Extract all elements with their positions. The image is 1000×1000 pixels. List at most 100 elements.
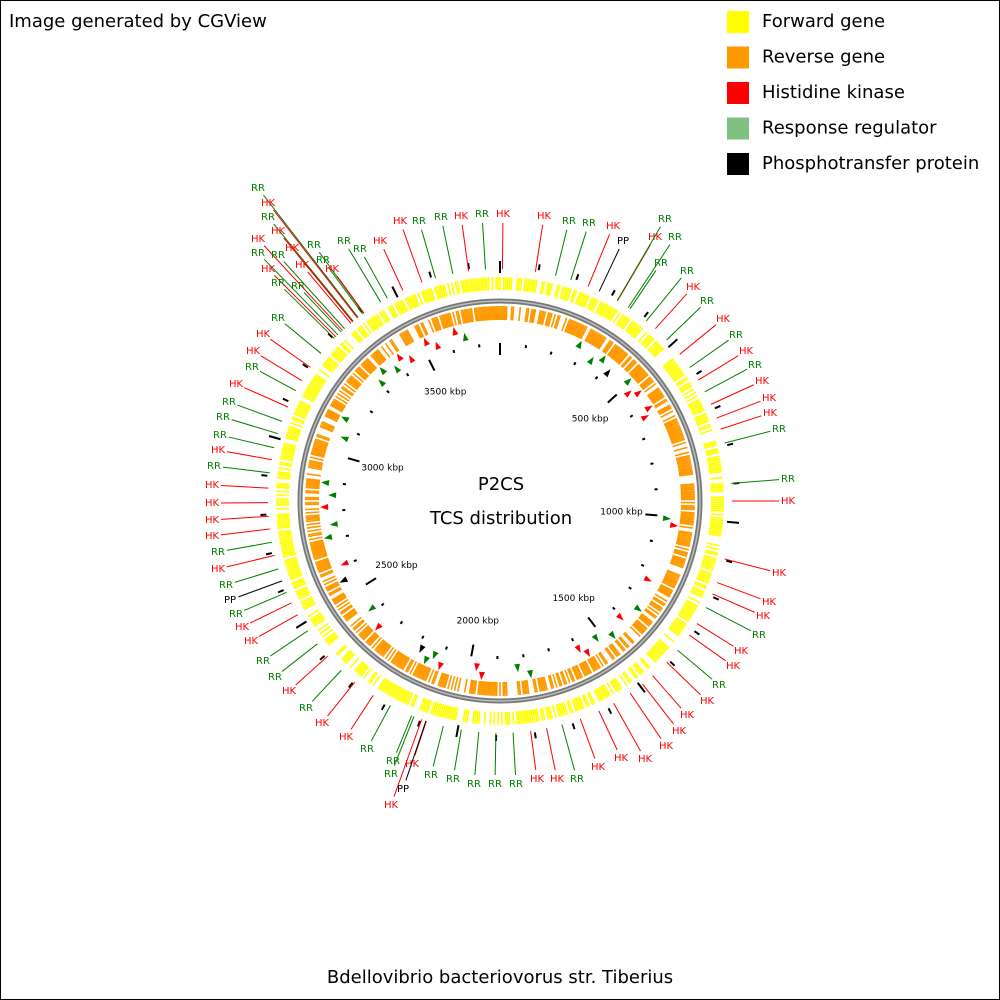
callout-line xyxy=(220,485,269,489)
callout-label: RR xyxy=(271,313,285,324)
callout-line xyxy=(655,293,688,330)
callout-line xyxy=(348,248,382,303)
outer-tick xyxy=(712,596,720,601)
callout-line xyxy=(284,288,335,339)
callout-line xyxy=(259,370,297,392)
callout-label: RR xyxy=(268,672,282,683)
callout-line xyxy=(645,277,682,322)
feature-marker xyxy=(616,612,624,621)
legend-label: Reverse gene xyxy=(762,47,885,68)
callout-line xyxy=(303,292,342,333)
callout-label: RR xyxy=(213,430,227,441)
callout-label: HK xyxy=(205,480,220,491)
inner-tick xyxy=(547,648,551,652)
inner-tick xyxy=(470,644,475,657)
callout-label: RR xyxy=(509,779,523,790)
callout-label: HK xyxy=(672,726,687,737)
callout-label: RR xyxy=(299,703,313,714)
inner-tick xyxy=(386,389,390,394)
callout-label: RR xyxy=(316,255,330,266)
inner-tick xyxy=(649,539,654,543)
callout-label: HK xyxy=(211,445,226,456)
feature-marker xyxy=(320,504,329,510)
callout-line xyxy=(598,710,618,751)
feature-marker xyxy=(644,405,653,413)
callout-line xyxy=(421,229,437,279)
outer-tick xyxy=(607,707,613,715)
inner-tick xyxy=(421,635,425,639)
outer-tick xyxy=(575,273,580,281)
feature-marker xyxy=(623,378,632,386)
callout-label: RR xyxy=(570,774,584,785)
callout-label: HK xyxy=(762,393,777,404)
callout-line xyxy=(704,368,748,393)
callout-label: PP xyxy=(224,595,236,606)
outer-tick xyxy=(391,286,399,298)
callout-line xyxy=(570,231,587,281)
callout-label: RR xyxy=(337,236,351,247)
callout-label: HK xyxy=(762,597,777,608)
inner-tick xyxy=(549,351,553,355)
callout-label: HK xyxy=(373,236,388,247)
callout-label: RR xyxy=(307,240,321,251)
outer-tick xyxy=(380,704,386,711)
reverse-gene-ring xyxy=(304,305,696,697)
feature-marker xyxy=(526,669,533,679)
callout-line xyxy=(402,229,423,283)
outer-tick xyxy=(693,630,700,636)
inner-tick xyxy=(612,606,616,611)
callout-label: HK xyxy=(772,568,787,579)
callout-line xyxy=(311,669,342,702)
feature-marker xyxy=(423,655,430,665)
feature-marker xyxy=(623,390,632,398)
callout-label: RR xyxy=(216,412,230,423)
callout-line xyxy=(237,404,283,422)
center-title: P2CS xyxy=(478,474,524,495)
feature-marker xyxy=(640,415,649,422)
callout-label: RR xyxy=(229,609,243,620)
callout-label: RR xyxy=(668,232,682,243)
callout-label: RR xyxy=(360,744,374,755)
callout-line xyxy=(716,400,761,419)
callout-line xyxy=(530,730,537,771)
callout-label: HK xyxy=(700,696,715,707)
forward-gene-ring xyxy=(275,276,725,726)
inner-tick xyxy=(365,577,377,586)
callout-line xyxy=(258,614,299,638)
feature-marker xyxy=(340,559,349,566)
outer-tick xyxy=(265,552,273,556)
callout-line xyxy=(231,419,279,435)
callout-line xyxy=(712,593,755,613)
inner-tick xyxy=(399,620,404,625)
callout-label: HK xyxy=(614,753,629,764)
callout-label: HK xyxy=(680,710,695,721)
feature-marker xyxy=(438,661,444,671)
callout-line xyxy=(281,643,318,672)
feature-marker xyxy=(586,356,594,365)
callout-label: RR xyxy=(700,296,714,307)
callout-label: HK xyxy=(211,564,226,575)
outer-tick xyxy=(268,435,281,441)
outer-tick xyxy=(537,264,541,271)
tick-label: 3000 kbp xyxy=(361,463,404,473)
callout-label: RR xyxy=(467,779,481,790)
inner-tick xyxy=(347,457,360,463)
outer-tick xyxy=(455,725,460,738)
callout-line xyxy=(705,607,752,632)
inner-tick xyxy=(645,513,658,517)
legend-label: Forward gene xyxy=(762,11,885,32)
callout-line xyxy=(226,451,272,461)
feature-marker xyxy=(423,337,430,347)
callout-label: RR xyxy=(222,397,236,408)
callout-line xyxy=(393,719,423,797)
callout-label: HK xyxy=(393,216,408,227)
callout-label: HK xyxy=(285,243,300,254)
feature-marker xyxy=(575,340,582,350)
callout-line xyxy=(689,339,729,368)
callout-line xyxy=(696,623,734,647)
callout-label: HK xyxy=(726,661,741,672)
callout-line xyxy=(717,582,761,600)
callout-line xyxy=(461,224,470,272)
callout-line xyxy=(273,209,358,319)
callout-line xyxy=(327,681,356,717)
